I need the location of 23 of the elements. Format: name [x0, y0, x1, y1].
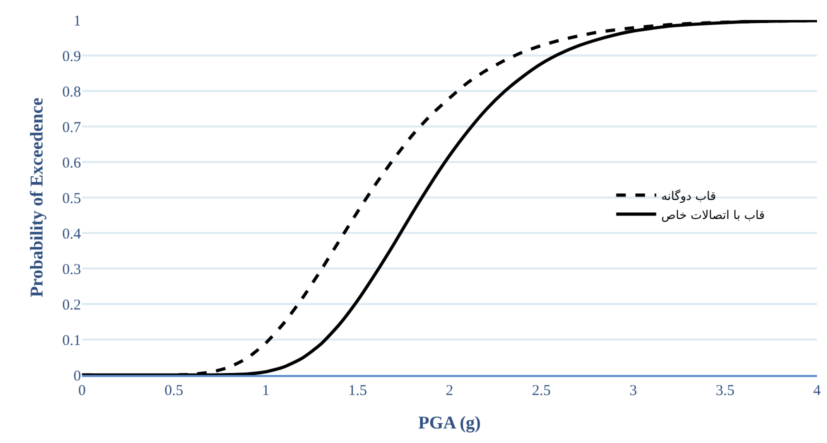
x-axis-title: PGA (g) — [418, 412, 481, 432]
y-axis-title: Probability of Exceedence — [26, 98, 46, 298]
y-tick-label: 0.4 — [62, 226, 82, 242]
y-tick-label: 0.2 — [62, 297, 81, 314]
y-tick-label: 0.7 — [62, 120, 82, 136]
legend-label: قاب با اتصالات خاص — [661, 208, 765, 222]
y-tick-label: 0.9 — [62, 48, 81, 65]
y-tick-label: 0.8 — [62, 84, 81, 100]
y-tick-label: 0.6 — [62, 155, 82, 172]
x-tick-label: 3 — [630, 382, 637, 399]
x-tick-label: 4 — [813, 382, 822, 399]
x-tick-label: 1 — [262, 382, 270, 399]
y-tick-label: 1 — [74, 13, 81, 30]
x-tick-label: 2.5 — [532, 382, 551, 399]
x-tick-label: 2 — [446, 382, 454, 399]
x-tick-label: 1.5 — [348, 382, 368, 399]
y-tick-label: 0.1 — [62, 332, 81, 349]
x-tick-label: 3.5 — [716, 382, 735, 399]
x-tick-label: 0.5 — [164, 382, 184, 399]
y-tick-label: 0 — [74, 368, 81, 384]
y-tick-label: 0.5 — [62, 190, 81, 207]
y-tick-label: 0.3 — [62, 262, 81, 278]
legend-label: قاب دوگانه — [661, 188, 716, 203]
